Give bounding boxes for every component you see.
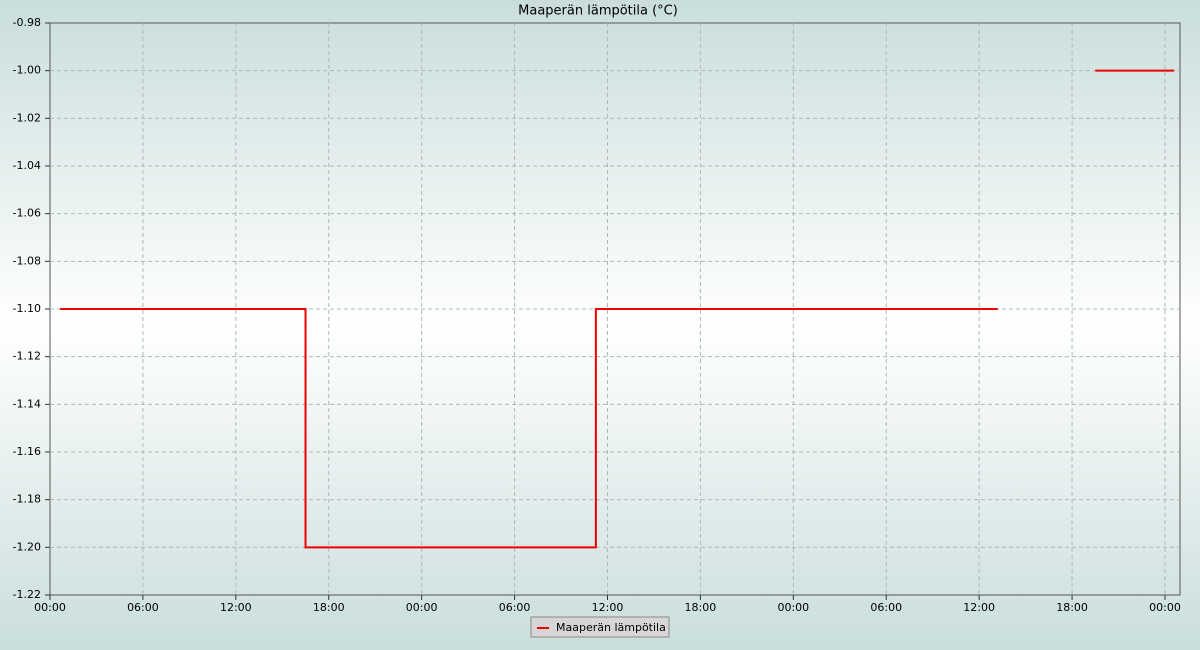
line <box>60 69 1175 549</box>
y-tick-label: -0.98 <box>13 16 41 29</box>
x-tick-label: 06:00 <box>870 601 902 614</box>
y-tick-label: -1.18 <box>13 493 41 506</box>
legend-box <box>530 616 670 638</box>
x-tick-label: 12:00 <box>220 601 252 614</box>
y-tick-label: -1.00 <box>13 64 41 77</box>
y-tick-label: -1.08 <box>13 254 41 267</box>
x-tick-label: 06:00 <box>127 601 159 614</box>
y-tick-label: -1.20 <box>13 540 41 553</box>
y-tick-label: -1.22 <box>13 588 41 601</box>
x-tick-label: 00:00 <box>1149 601 1181 614</box>
x-tick-label: 06:00 <box>499 601 531 614</box>
x-tick-label: 00:00 <box>406 601 438 614</box>
y-tick-label: -1.10 <box>13 302 41 315</box>
x-tick-label: 00:00 <box>34 601 66 614</box>
chart-title: Maaperän lämpötila (°C) <box>518 4 678 19</box>
x-tick-label: 12:00 <box>592 601 624 614</box>
y-tick-label: -1.14 <box>13 397 41 410</box>
y-tick-label: -1.04 <box>13 159 41 172</box>
legend-label: Maaperän lämpötila <box>556 621 666 634</box>
x-tick-label: 18:00 <box>685 601 717 614</box>
x-tick-label: 18:00 <box>313 601 345 614</box>
y-tick-label: -1.02 <box>13 111 41 124</box>
y-tick-label: -1.06 <box>13 207 41 220</box>
x-tick-label: 18:00 <box>1056 601 1088 614</box>
x-tick-label: 12:00 <box>963 601 995 614</box>
y-tick-label: -1.12 <box>13 350 41 363</box>
y-tick-label: -1.16 <box>13 445 41 458</box>
x-tick-label: 00:00 <box>777 601 809 614</box>
